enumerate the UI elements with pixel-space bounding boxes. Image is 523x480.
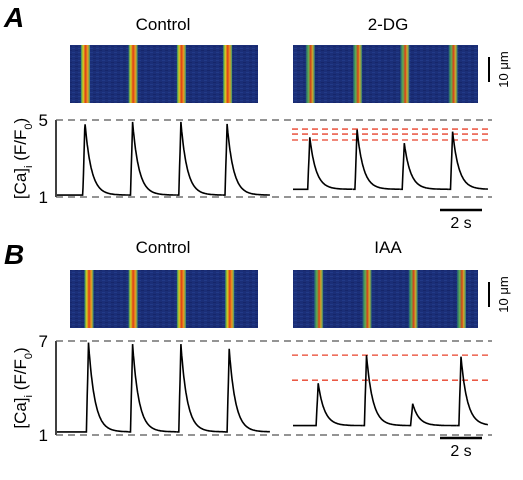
calcium-transient [362,355,409,427]
y-axis-label-part: ) [11,118,30,124]
y-axis-label: [Ca]i (F/F0) [11,118,35,199]
calcium-transient [293,383,363,427]
y-axis-label-part: 0 [23,353,35,359]
calcium-transient [456,356,488,427]
y-axis-label-part: (F/F [11,130,30,166]
line-scan-stripe [448,45,458,103]
panel-label: A [3,2,24,33]
calcium-transient [176,121,223,196]
calcium-transient [293,137,353,191]
y-tick-label: 1 [39,426,48,445]
panel-label: B [4,239,24,270]
condition-label: 2-DG [368,15,409,34]
condition-label: Control [136,238,191,257]
space-scalebar-label: 10 μm [496,51,511,87]
calcium-transient [57,124,129,196]
time-scalebar-label: 2 s [450,443,471,460]
y-axis-label-part: (F/F [11,359,30,395]
condition-label: Control [136,15,191,34]
y-axis-label-part: 0 [23,124,35,130]
line-scan-stripe [400,45,410,103]
calcium-transient [225,348,270,433]
condition-label: IAA [374,238,402,257]
y-tick-label: 1 [39,188,48,207]
line-scan-stripe [176,270,186,328]
y-tick-label: 5 [39,111,48,130]
calcium-transient [222,123,270,196]
calcium-transient [128,344,177,433]
line-scan-stripe [408,270,418,328]
line-scan-stripe [128,270,138,328]
line-scan-stripe [314,270,324,328]
y-axis-label: [Ca]i (F/F0) [11,347,35,428]
line-scan-stripe [176,45,186,103]
line-scan-stripe [223,45,233,103]
line-scan-stripe [84,270,94,328]
line-scan-image [293,270,478,328]
calcium-transient [176,344,225,433]
y-tick-label: 7 [39,332,48,351]
time-scalebar-label: 2 s [450,215,471,232]
line-scan-stripe [305,45,315,103]
space-scalebar-label: 10 μm [496,276,511,312]
line-scan-stripe [128,45,138,103]
calcium-transient [57,342,129,433]
line-scan-stripe [225,270,235,328]
calcium-transient [448,131,488,191]
y-axis-label-part: i [23,166,35,168]
calcium-transient [128,121,177,196]
y-axis-label-part: ) [11,347,30,353]
calcium-transient [352,129,400,191]
line-scan-stripe [362,270,372,328]
line-scan-image [293,45,478,103]
y-axis-label-part: [Ca] [11,168,30,199]
line-scan-stripe [80,45,90,103]
calcium-transient [400,142,449,191]
line-scan-stripe [353,45,363,103]
y-axis-label-part: [Ca] [11,397,30,428]
y-axis-label-part: i [23,395,35,397]
calcium-transient [408,403,457,427]
line-scan-stripe [457,270,466,328]
